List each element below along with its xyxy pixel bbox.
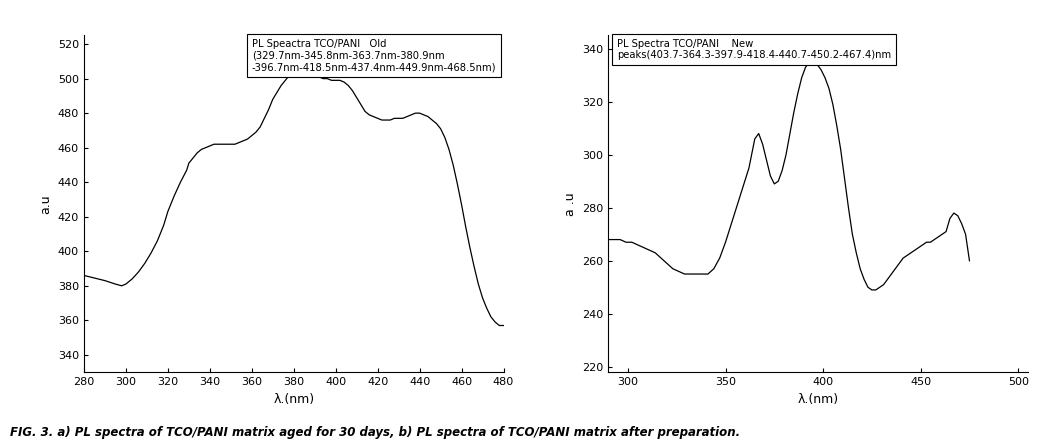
Y-axis label: a .u: a .u: [563, 192, 577, 216]
Text: FIG. 3. a) PL spectra of TCO/PANI matrix aged for 30 days, b) PL spectra of TCO/: FIG. 3. a) PL spectra of TCO/PANI matrix…: [10, 426, 741, 439]
Text: PL Speactra TCO/PANI   Old
(329.7nm-345.8nm-363.7nm-380.9nm
-396.7nm-418.5nm-437: PL Speactra TCO/PANI Old (329.7nm-345.8n…: [252, 39, 496, 72]
X-axis label: λ.(nm): λ.(nm): [273, 392, 315, 405]
Y-axis label: a.u: a.u: [39, 194, 52, 214]
Text: PL Spectra TCO/PANI    New
peaks(403.7-364.3-397.9-418.4-440.7-450.2-467.4)nm: PL Spectra TCO/PANI New peaks(403.7-364.…: [617, 39, 891, 60]
X-axis label: λ.(nm): λ.(nm): [797, 392, 839, 405]
